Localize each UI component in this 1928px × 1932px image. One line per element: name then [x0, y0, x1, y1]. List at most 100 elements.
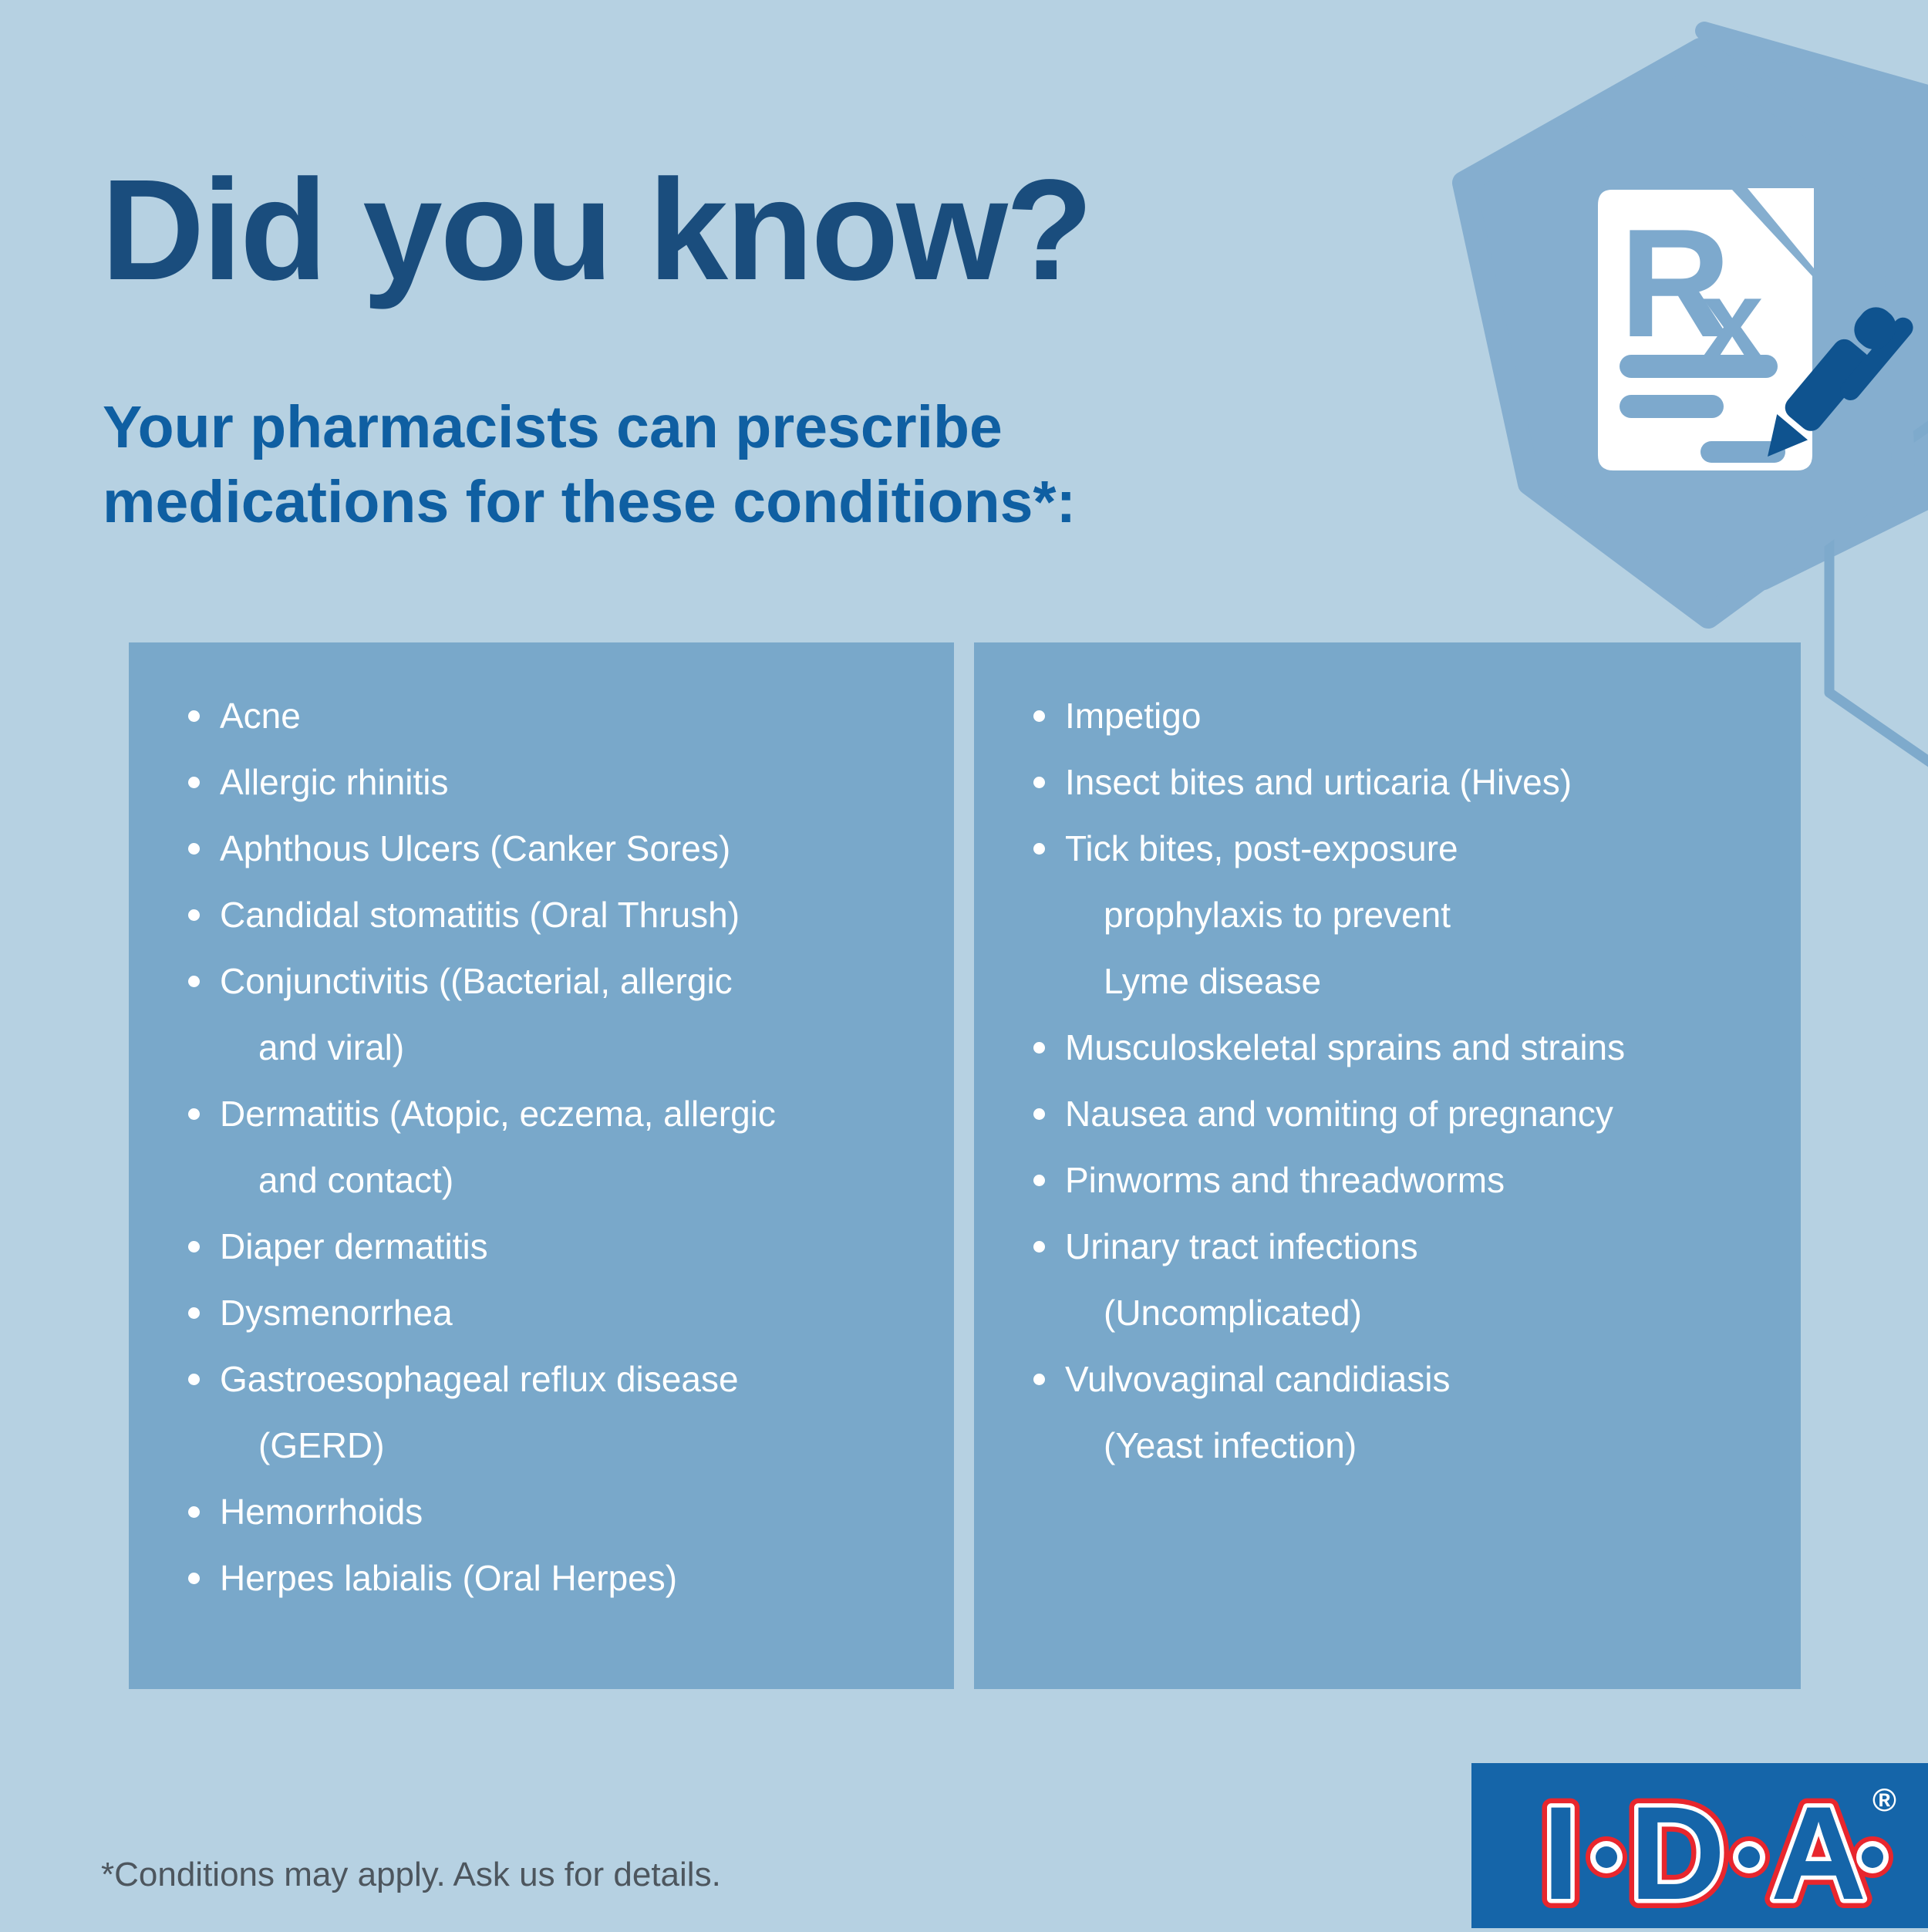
list-item: Vulvovaginal candidiasis (Yeast infection…: [974, 1346, 1801, 1479]
rx-letter-r: R: [1620, 197, 1731, 369]
list-item-line: Nausea and vomiting of pregnancy: [974, 1081, 1801, 1147]
page-subtitle: Your pharmacists can prescribe medicatio…: [103, 390, 1076, 540]
list-item: Herpes labialis (Oral Herpes): [129, 1545, 954, 1611]
list-item: Nausea and vomiting of pregnancy: [974, 1081, 1801, 1147]
pen-cap: [1854, 307, 1896, 350]
registered-trademark-icon: ®: [1872, 1782, 1896, 1818]
list-item-continuation-line: and contact): [258, 1160, 454, 1200]
list-item: Allergic rhinitis: [129, 749, 954, 815]
list-item-continuation-line: Lyme disease: [1104, 961, 1322, 1001]
svg-text:D: D: [1630, 1779, 1725, 1927]
conditions-list-right: Impetigo Insect bites and urticaria (Hive…: [974, 683, 1801, 1479]
list-item: Urinary tract infections (Uncomplicated): [974, 1213, 1801, 1346]
list-item: Candidal stomatitis (Oral Thrush): [129, 882, 954, 948]
conditions-panel-right: Impetigo Insect bites and urticaria (Hive…: [974, 642, 1801, 1689]
list-item-line: Hemorrhoids: [129, 1479, 954, 1545]
bullet-dot-icon: [188, 1506, 200, 1518]
bullet-dot-icon: [188, 1307, 200, 1319]
hexagon-main: [1452, 38, 1915, 629]
list-item: Diaper dermatitis: [129, 1213, 954, 1280]
document-text-line: [1620, 355, 1778, 378]
list-item-line: Dermatitis (Atopic, eczema, allergic: [129, 1081, 954, 1147]
bullet-dot-icon: [188, 1374, 200, 1385]
hexagon-partial: [1695, 22, 1928, 590]
list-item-line: Insect bites and urticaria (Hives): [974, 749, 1801, 815]
pen-icon: [1768, 307, 1913, 457]
logo-letter-d: D: [1630, 1779, 1725, 1927]
ida-logo-graphic: I D A I D A I D A: [1533, 1770, 1896, 1932]
list-item: Dysmenorrhea: [129, 1280, 954, 1346]
list-item: Impetigo: [974, 683, 1801, 749]
list-item-line: Musculoskeletal sprains and strains: [974, 1014, 1801, 1081]
document-sheet: [1598, 190, 1812, 470]
list-item: Gastroesophageal reflux disease (GERD): [129, 1346, 954, 1479]
bullet-dot-icon: [1033, 1175, 1045, 1186]
list-item: Acne: [129, 683, 954, 749]
conditions-list-left: Acne Allergic rhinitis Aphthous Ulcers (Ca…: [129, 683, 954, 1611]
rx-letter-x: x: [1701, 257, 1764, 382]
bullet-dot-icon: [188, 976, 200, 987]
list-item-line: Tick bites, post-exposure: [974, 815, 1801, 882]
document-fold-corner: [1748, 188, 1814, 268]
list-item-continuation-line: (Yeast infection): [1104, 1425, 1357, 1465]
list-item: Conjunctivitis ((Bacterial, allergic and …: [129, 948, 954, 1081]
list-item: Hemorrhoids: [129, 1479, 954, 1545]
bullet-dot-icon: [188, 1241, 200, 1253]
list-item-line: Herpes labialis (Oral Herpes): [129, 1545, 954, 1611]
bullet-dot-icon: [188, 1573, 200, 1584]
list-item-line: Aphthous Ulcers (Canker Sores): [129, 815, 954, 882]
list-item-line: Conjunctivitis ((Bacterial, allergic: [129, 948, 954, 1014]
bullet-dot-icon: [1033, 710, 1045, 722]
bullet-dot-icon: [1033, 1241, 1045, 1253]
hexagon-outline: [1824, 420, 1928, 767]
bullet-dot-icon: [188, 909, 200, 921]
list-item-line: Candidal stomatitis (Oral Thrush): [129, 882, 954, 948]
bullet-dot-icon: [1033, 843, 1045, 855]
list-item-line: Pinworms and threadworms: [974, 1147, 1801, 1213]
pen-barrel: [1785, 339, 1870, 431]
list-item-continuation-line: (Uncomplicated): [1104, 1293, 1362, 1333]
list-item-line: Dysmenorrhea: [129, 1280, 954, 1346]
logo-dot: [1596, 1846, 1617, 1868]
list-item: Tick bites, post-exposure prophylaxis to …: [974, 815, 1801, 1014]
subtitle-line-1: Your pharmacists can prescribe: [103, 394, 1003, 460]
list-item-line: Gastroesophageal reflux disease: [129, 1346, 954, 1412]
bullet-dot-icon: [188, 843, 200, 855]
subtitle-line-2: medications for these conditions*:: [103, 469, 1077, 536]
logo-dot: [1862, 1846, 1883, 1868]
page-title: Did you know?: [101, 150, 1094, 310]
logo-letter-a: A: [1771, 1779, 1866, 1927]
pen-clip: [1840, 317, 1913, 400]
document-text-line: [1620, 395, 1724, 418]
list-item-line: Diaper dermatitis: [129, 1213, 954, 1280]
logo-dot: [1738, 1846, 1760, 1868]
logo-letter-i: I: [1542, 1779, 1579, 1927]
list-item: Insect bites and urticaria (Hives): [974, 749, 1801, 815]
bullet-dot-icon: [188, 777, 200, 788]
pen-tip: [1768, 413, 1808, 457]
svg-text:I: I: [1542, 1779, 1579, 1927]
list-item-continuation-line: and viral): [258, 1027, 405, 1067]
bullet-dot-icon: [1033, 1374, 1045, 1385]
rx-document-icon: R x: [1598, 188, 1814, 470]
list-item: Musculoskeletal sprains and strains: [974, 1014, 1801, 1081]
list-item: Dermatitis (Atopic, eczema, allergic and …: [129, 1081, 954, 1213]
bullet-dot-icon: [188, 1108, 200, 1120]
svg-text:A: A: [1771, 1779, 1866, 1927]
list-item-line: Acne: [129, 683, 954, 749]
list-item-continuation-line: (GERD): [258, 1425, 385, 1465]
ida-logo: I D A I D A I D A: [1471, 1763, 1928, 1932]
bullet-dot-icon: [188, 710, 200, 722]
list-item-line: Allergic rhinitis: [129, 749, 954, 815]
bullet-dot-icon: [1033, 1108, 1045, 1120]
list-item-line: Vulvovaginal candidiasis: [974, 1346, 1801, 1412]
disclaimer-text: *Conditions may apply. Ask us for detail…: [101, 1856, 721, 1893]
list-item-line: Urinary tract infections: [974, 1213, 1801, 1280]
bullet-dot-icon: [1033, 1042, 1045, 1054]
list-item: Aphthous Ulcers (Canker Sores): [129, 815, 954, 882]
document-signature-line: [1700, 441, 1785, 463]
bullet-dot-icon: [1033, 777, 1045, 788]
conditions-panel-left: Acne Allergic rhinitis Aphthous Ulcers (Ca…: [129, 642, 954, 1689]
svg-text:D: D: [1630, 1779, 1725, 1927]
list-item-continuation-line: prophylaxis to prevent: [1104, 895, 1451, 935]
